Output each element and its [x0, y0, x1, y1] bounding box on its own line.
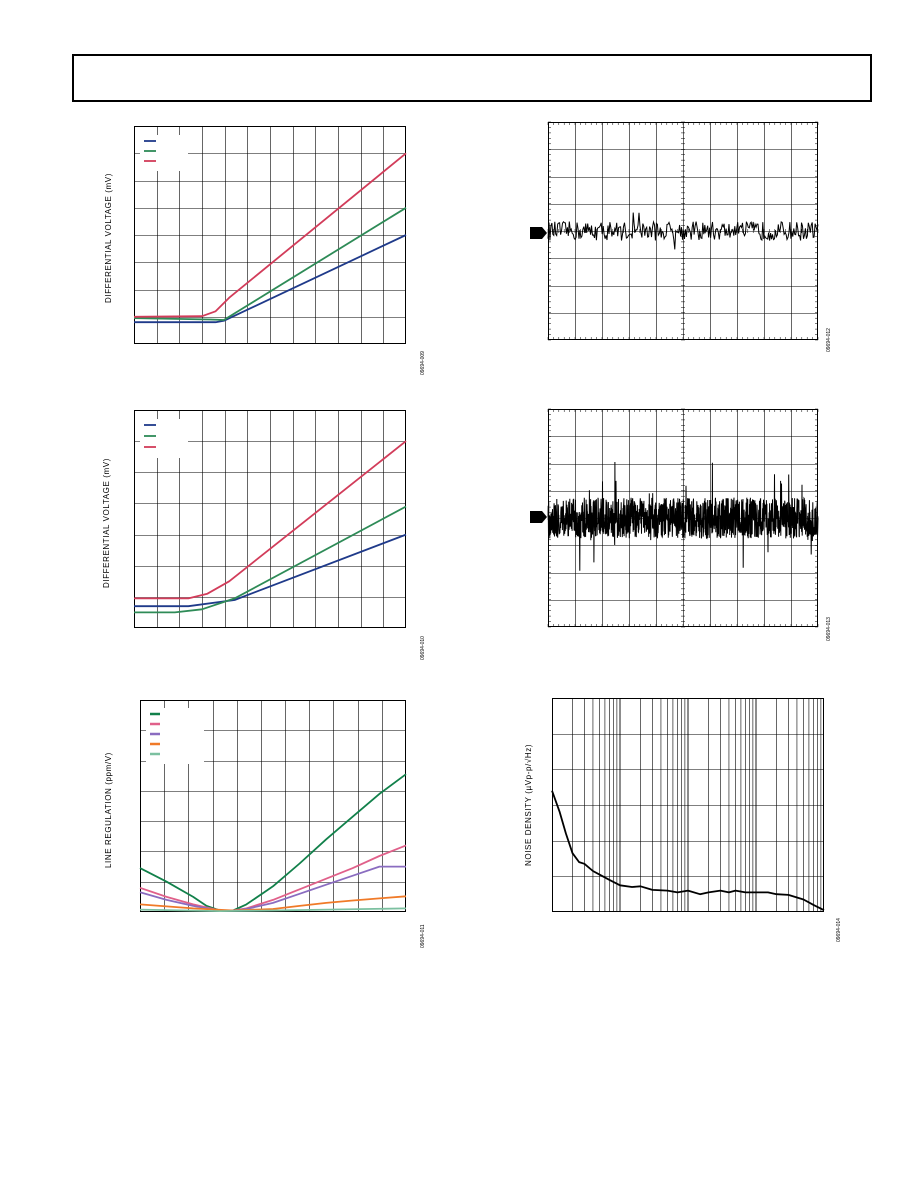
chart-3-plot: [139, 700, 407, 913]
chart-3-figure-code: 09694-011: [420, 924, 426, 948]
chart-3-legend-box: [146, 708, 204, 764]
chart-1-series-3: [133, 152, 407, 318]
chart-1-series-1: [134, 234, 407, 324]
chart-3-series-3: [139, 865, 406, 912]
chart-noise-scope-1: [547, 121, 819, 341]
chart-3-ylabel: LINE REGULATION (ppm/V): [104, 752, 113, 868]
page-header-box: [72, 54, 872, 102]
chart-2-frame: [134, 410, 406, 628]
chart-noise-scope-2: [547, 408, 819, 628]
chart-6-figure-code: 09694-014: [836, 918, 842, 942]
chart-1-series-2: [133, 207, 407, 321]
chart-1-figure-code: 09694-009: [420, 351, 426, 375]
chart-3-series-2: [139, 844, 407, 912]
chart-1-plot: [133, 126, 407, 344]
chart-4-figure-code: 09694-012: [826, 328, 832, 352]
chart-6-ylabel: NOISE DENSITY (µVp-p/√Hz): [524, 743, 533, 866]
chart-2-series-1: [134, 533, 407, 608]
chart-2-figure-code: 09694-010: [420, 636, 426, 660]
chart-differential-voltage-1: [133, 126, 407, 344]
chart-4-trace: [547, 212, 819, 250]
chart-3-series-1: [139, 773, 407, 912]
chart-5-trace: [547, 461, 819, 571]
chart-1-ylabel: DIFFERENTIAL VOLTAGE (mV): [104, 173, 113, 303]
chart-differential-voltage-2: [134, 410, 407, 628]
chart-5-plot: [547, 408, 819, 628]
chart-3-series-4: [139, 895, 407, 912]
chart-4-plot: [547, 121, 819, 341]
chart-5-figure-code: 09694-013: [826, 617, 832, 641]
chart-3-series-5: [139, 907, 407, 913]
chart-2-plot: [134, 410, 407, 628]
chart-2-ylabel: DIFFERENTIAL VOLTAGE (mV): [102, 458, 111, 588]
chart-line-regulation: [139, 700, 407, 913]
chart-noise-density: [551, 698, 825, 912]
chart-2-series-3: [134, 440, 407, 600]
chart-2-series-2: [134, 505, 407, 614]
chart-6-series-1: [551, 790, 825, 912]
chart-6-plot: [551, 698, 825, 912]
chart-3-frame: [140, 700, 406, 912]
